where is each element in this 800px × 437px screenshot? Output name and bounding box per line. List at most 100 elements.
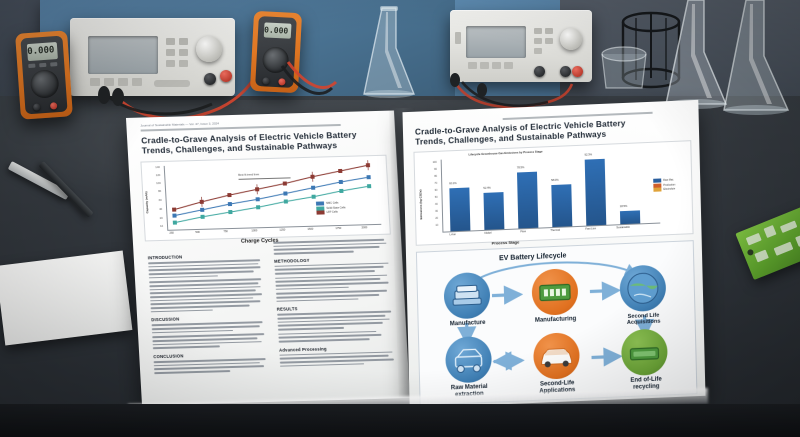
bar[interactable] bbox=[449, 187, 471, 232]
legend-swatch bbox=[653, 187, 662, 193]
bar-value-label: 92.3% bbox=[584, 153, 592, 157]
bar-value-label: 52.4% bbox=[483, 186, 491, 190]
x-axis-title-bar: Process Stage bbox=[491, 239, 520, 246]
bar-value-label: 18.5% bbox=[619, 204, 628, 209]
xtick: 500 bbox=[195, 230, 200, 235]
body-text-block bbox=[277, 310, 393, 343]
bench-front-edge bbox=[0, 404, 800, 437]
ytick: 90 bbox=[434, 167, 437, 171]
xtick: 2000 bbox=[361, 226, 368, 230]
body-text-block bbox=[274, 262, 390, 303]
node-manufacture[interactable] bbox=[443, 271, 491, 320]
node-raw-material[interactable] bbox=[445, 335, 493, 384]
xtick: 250 bbox=[169, 231, 174, 235]
test-leads-right bbox=[280, 61, 338, 95]
open-journal[interactable]: Journal of Sustainable Materials — Vol. … bbox=[118, 99, 718, 424]
ytick: 100 bbox=[432, 160, 437, 165]
capacity-degradation-chart[interactable]: 140 120 100 80 60 40 20 10 Capacity (mAh… bbox=[140, 154, 391, 242]
node-second-life-apps[interactable] bbox=[532, 332, 581, 380]
loose-paper-sheet[interactable] bbox=[0, 250, 133, 346]
chart-title: Lifecycle Greenhouse Gas Emissions by Pr… bbox=[468, 149, 543, 157]
xtick: 1250 bbox=[279, 228, 286, 232]
xtick: 1500 bbox=[307, 227, 314, 231]
xtick: 750 bbox=[223, 230, 228, 234]
digital-multimeter-left[interactable]: 0.000 bbox=[15, 30, 73, 120]
ytick: 60 bbox=[434, 188, 438, 192]
category-label: Nickel bbox=[484, 231, 492, 235]
globe-icon bbox=[627, 272, 659, 304]
bar-value-label: 58.0% bbox=[551, 178, 559, 183]
car-icon bbox=[541, 348, 573, 368]
category-label: Li-Ion bbox=[449, 233, 457, 237]
psu-knob-left[interactable] bbox=[196, 36, 222, 62]
left-page-column-1: INTRODUCTION DISCUSSION bbox=[147, 248, 266, 376]
ytick: 80 bbox=[434, 174, 438, 178]
legend-swatch bbox=[315, 201, 325, 206]
test-leads-left bbox=[98, 71, 260, 121]
xtick: 1000 bbox=[251, 229, 258, 233]
mining-icon bbox=[454, 348, 483, 373]
category-label: Fast Lion bbox=[585, 227, 597, 231]
body-text-block bbox=[279, 351, 394, 367]
bar-value-label: 78.5% bbox=[516, 166, 525, 170]
ytick: 100 bbox=[156, 182, 161, 186]
beaker-small bbox=[601, 46, 647, 89]
bar-value-label: 60.1% bbox=[449, 182, 457, 186]
psu-display-right bbox=[466, 26, 526, 58]
node-manufacturing[interactable] bbox=[531, 268, 579, 316]
multimeter-display-right: 0.000 bbox=[263, 22, 292, 39]
ytick: 120 bbox=[155, 174, 161, 178]
body-text-block bbox=[148, 259, 263, 313]
bar[interactable] bbox=[551, 184, 573, 228]
ytick: 10 bbox=[160, 224, 164, 229]
battery-stack-icon bbox=[452, 284, 482, 306]
category-label: Sustainable bbox=[616, 225, 630, 230]
ytick: 30 bbox=[435, 209, 438, 213]
category-label: Thermal bbox=[550, 228, 560, 233]
psu-port-black-left[interactable] bbox=[204, 73, 216, 85]
ytick: 10 bbox=[435, 223, 439, 227]
bar[interactable] bbox=[619, 210, 641, 225]
journal-right-page[interactable]: Cradle-to-Grave Analysis of Electric Veh… bbox=[402, 99, 706, 409]
xtick: 1750 bbox=[335, 226, 342, 231]
psu-port-red-left[interactable] bbox=[220, 70, 232, 82]
ytick: 70 bbox=[434, 181, 438, 185]
erlenmeyer-flask-right-b bbox=[723, 0, 790, 115]
node-second-life[interactable] bbox=[619, 264, 667, 313]
bench-power-supply-right[interactable] bbox=[450, 10, 592, 82]
bench-power-supply-left[interactable] bbox=[70, 18, 235, 96]
chart-annotation: Best-fit trend lines bbox=[238, 173, 260, 177]
chart-series-lines bbox=[172, 160, 372, 225]
journal-left-page[interactable]: Journal of Sustainable Materials — Vol. … bbox=[125, 110, 411, 406]
legend-item: LFP Cells bbox=[316, 210, 345, 216]
bar-chart-legend: Raw Mat. Production Electrolyte bbox=[653, 178, 675, 193]
battery-pack-icon bbox=[539, 283, 571, 302]
bar[interactable] bbox=[483, 192, 505, 230]
lifecycle-diagram[interactable]: EV Battery Lifecycle bbox=[415, 240, 698, 406]
y-axis-title: Capacity (mAh) bbox=[144, 191, 150, 214]
chart-legend: NMC Cells Solid-State Cells LFP Cells bbox=[315, 201, 346, 216]
body-text-block bbox=[151, 321, 265, 350]
category-label: Flow bbox=[520, 230, 526, 234]
ytick: 50 bbox=[434, 195, 438, 199]
multimeter-dial-left[interactable] bbox=[29, 69, 60, 99]
wire-test-tube-rack bbox=[621, 11, 681, 89]
multimeter-display-left: 0.000 bbox=[26, 42, 58, 62]
ytick: 40 bbox=[434, 202, 438, 206]
ytick: 20 bbox=[159, 216, 163, 221]
ytick: 140 bbox=[155, 166, 160, 170]
node-end-of-life[interactable] bbox=[620, 328, 668, 377]
body-text-block bbox=[153, 358, 267, 374]
left-page-column-2: METHODOLOGY RESULTS Advance bbox=[273, 238, 394, 369]
bar[interactable] bbox=[584, 158, 607, 226]
bar[interactable] bbox=[516, 171, 539, 229]
battery-recycle-icon bbox=[629, 347, 660, 361]
erlenmeyer-flask-center bbox=[363, 6, 416, 98]
lifecycle-emissions-chart[interactable]: Lifecycle Greenhouse Gas Emissions by Pr… bbox=[413, 140, 694, 246]
legend-item: Electrolyte bbox=[653, 187, 675, 193]
psu-knob-right[interactable] bbox=[560, 28, 582, 50]
test-leads-psu-right bbox=[450, 73, 574, 109]
body-text-block bbox=[273, 238, 388, 255]
psu-display-left bbox=[88, 36, 158, 74]
